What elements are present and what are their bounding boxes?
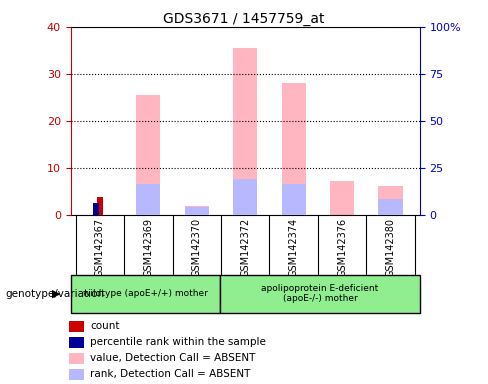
Text: GSM142380: GSM142380 [386, 218, 396, 277]
Bar [136, 184, 161, 215]
Bar [69, 353, 84, 364]
Text: count: count [90, 321, 120, 331]
Text: rank, Detection Call = ABSENT: rank, Detection Call = ABSENT [90, 369, 250, 379]
Bar [330, 181, 354, 215]
Text: GSM142376: GSM142376 [337, 218, 347, 277]
Text: GSM142372: GSM142372 [240, 218, 250, 277]
Text: apolipoprotein E-deficient
(apoE-/-) mother: apolipoprotein E-deficient (apoE-/-) mot… [262, 284, 379, 303]
Text: GDS3671 / 1457759_at: GDS3671 / 1457759_at [163, 12, 325, 25]
Bar [136, 95, 161, 215]
Bar [379, 199, 403, 215]
Text: percentile rank within the sample: percentile rank within the sample [90, 338, 266, 348]
Bar [69, 337, 84, 348]
Bar [379, 186, 403, 215]
Text: GSM142370: GSM142370 [192, 218, 202, 277]
Bar [69, 321, 84, 332]
Text: GSM142374: GSM142374 [289, 218, 299, 277]
Text: GSM142367: GSM142367 [95, 218, 105, 277]
Bar [233, 179, 257, 215]
Text: GSM142369: GSM142369 [143, 218, 153, 277]
Bar [93, 204, 99, 215]
Text: wildtype (apoE+/+) mother: wildtype (apoE+/+) mother [83, 289, 208, 298]
Bar [282, 83, 306, 215]
Bar [71, 275, 220, 313]
Bar [69, 369, 84, 380]
Bar [233, 48, 257, 215]
Text: genotype/variation: genotype/variation [5, 289, 104, 299]
Bar [282, 184, 306, 215]
Bar [184, 206, 209, 215]
Bar [220, 275, 420, 313]
Bar [97, 197, 103, 215]
Bar [184, 207, 209, 215]
Text: ▶: ▶ [52, 289, 61, 299]
Text: value, Detection Call = ABSENT: value, Detection Call = ABSENT [90, 353, 255, 363]
